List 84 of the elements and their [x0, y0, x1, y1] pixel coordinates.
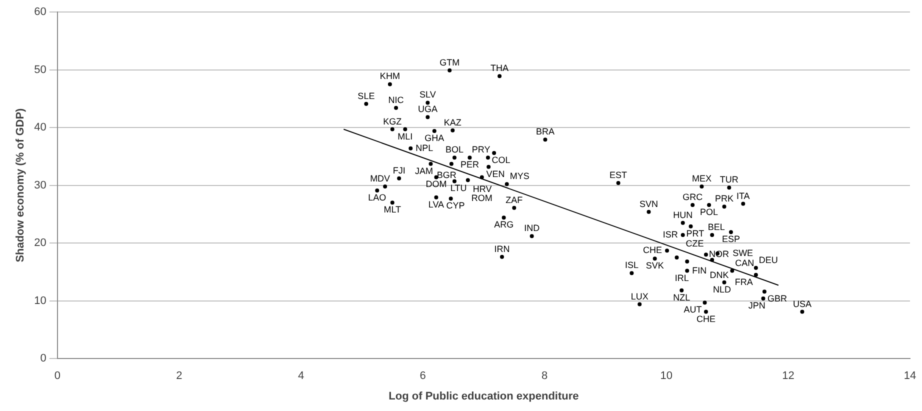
- data-label: POL: [700, 206, 718, 217]
- x-tick-label: 10: [660, 370, 673, 382]
- data-label: LUX: [630, 291, 648, 302]
- data-label: IND: [524, 223, 540, 234]
- data-label: CYP: [446, 200, 465, 211]
- data-label: LTU: [450, 183, 467, 194]
- data-label: USA: [792, 298, 812, 309]
- data-label: KAZ: [444, 117, 462, 128]
- data-label: SVN: [639, 198, 658, 209]
- data-label: GTM: [440, 57, 460, 68]
- data-label: MDV: [370, 173, 390, 184]
- data-label: DNK: [710, 270, 729, 280]
- data-label: MYS: [510, 171, 530, 182]
- data-label: GRC: [682, 192, 704, 202]
- data-label: JAM: [414, 166, 433, 176]
- data-label: IRN: [494, 244, 510, 254]
- data-label: MLI: [398, 131, 413, 142]
- x-tick-label: 14: [904, 370, 916, 382]
- data-label: ISR: [662, 229, 678, 240]
- data-label: KGZ: [383, 116, 402, 126]
- data-label: SVK: [646, 260, 664, 271]
- data-label: TUR: [720, 174, 739, 185]
- data-label: ITA: [736, 190, 750, 201]
- y-tick-label: 60: [34, 6, 46, 18]
- data-label: PER: [460, 160, 480, 170]
- data-label: SLV: [420, 90, 436, 100]
- data-label: ARG: [494, 220, 514, 230]
- data-label: ZAF: [506, 194, 524, 205]
- x-tick-label: 0: [54, 370, 60, 382]
- data-label: BGR: [436, 170, 457, 180]
- y-tick-label: 20: [34, 237, 46, 250]
- data-label: LVA: [428, 199, 444, 210]
- data-label: FIN: [692, 266, 707, 276]
- data-label: LAO: [368, 192, 386, 202]
- data-label: DOM: [426, 179, 447, 190]
- y-axis-title: Shadow economy (% of GDP): [14, 108, 27, 262]
- y-tick-label: 0: [40, 352, 46, 365]
- y-tick-label: 40: [34, 122, 46, 134]
- data-label: PRY: [472, 144, 490, 155]
- data-label: HRV: [472, 184, 492, 194]
- x-tick-label: 12: [782, 370, 794, 382]
- x-axis-title: Log of Public education expenditure: [388, 390, 579, 402]
- data-label: MLT: [384, 204, 402, 215]
- data-label: ESP: [722, 234, 740, 244]
- data-label: UGA: [418, 104, 438, 114]
- data-label: HUN: [673, 210, 693, 220]
- data-label: MEX: [692, 173, 712, 184]
- data-label: BRA: [536, 126, 554, 137]
- x-tick-label: 4: [298, 370, 304, 382]
- data-label: GHA: [424, 132, 444, 143]
- x-tick-label: 8: [542, 370, 548, 382]
- data-label: CHE: [696, 314, 716, 324]
- data-label: AUT: [684, 304, 702, 315]
- data-label: VEN: [486, 168, 505, 179]
- data-label: CHE: [643, 245, 662, 256]
- data-label: PRT: [686, 228, 705, 238]
- data-label: THA: [490, 63, 509, 74]
- data-label: NZL: [673, 292, 690, 302]
- x-tick-label: 6: [420, 370, 426, 382]
- data-label: KHM: [380, 71, 400, 82]
- data-label: CZE: [686, 238, 704, 248]
- data-label: IRL: [674, 272, 689, 283]
- data-label: SLE: [358, 90, 375, 101]
- data-label: ISL: [624, 260, 638, 270]
- data-label: BOL: [445, 144, 464, 155]
- data-label: PRK: [715, 194, 734, 204]
- data-label: NLD: [713, 284, 732, 294]
- data-label: DEU: [758, 254, 778, 265]
- data-label: GBR: [767, 294, 788, 304]
- x-tick-label: 2: [176, 370, 182, 382]
- data-label: BEL: [708, 222, 725, 232]
- data-label: CAN: [735, 258, 754, 268]
- data-label: JPN: [748, 300, 766, 311]
- y-tick-label: 30: [34, 179, 46, 192]
- data-label: EST: [610, 170, 628, 180]
- data-label: FJI: [392, 165, 406, 176]
- data-label: COL: [492, 154, 510, 165]
- data-label: NPL: [416, 142, 434, 153]
- y-tick-label: 10: [34, 294, 46, 307]
- data-label: NIC: [388, 94, 404, 105]
- data-label: FRA: [734, 276, 753, 287]
- data-label: SWE: [732, 248, 754, 258]
- data-label: ROM: [471, 193, 492, 204]
- y-tick-label: 50: [34, 64, 46, 76]
